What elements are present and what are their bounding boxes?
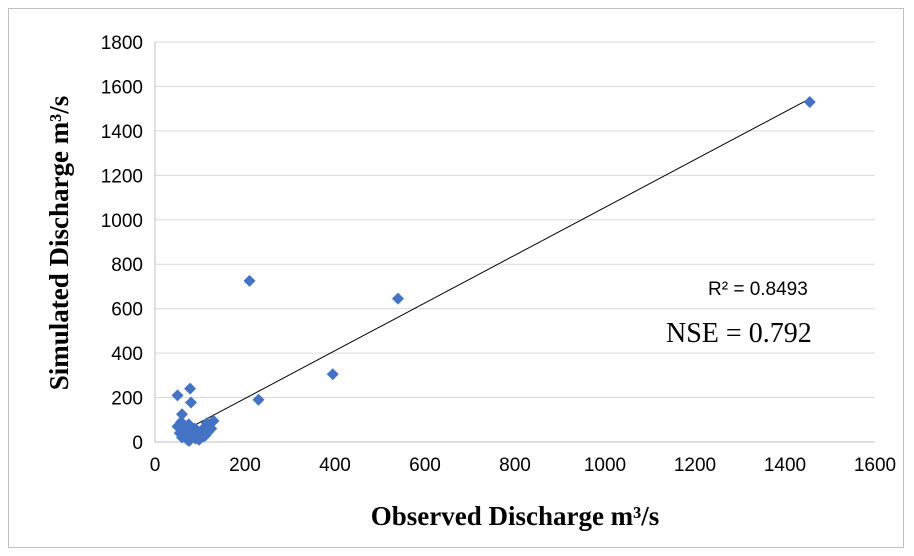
data-point-29 [207, 414, 220, 427]
data-point-7 [392, 292, 404, 305]
data-point-35 [197, 430, 210, 443]
x-tick-label-5: 1000 [584, 455, 626, 476]
nse-annotation: NSE = 0.792 [666, 318, 812, 349]
data-point-3 [252, 393, 265, 406]
x-tick-label-7: 1400 [764, 455, 806, 476]
y-axis-title: Simulated Discharge m³/s [44, 96, 74, 391]
x-tick-label-8: 1600 [854, 455, 896, 476]
y-tick-label-7: 1400 [101, 122, 143, 143]
chart-frame [8, 8, 904, 548]
x-tick-label-4: 800 [499, 455, 531, 476]
x-tick-label-3: 600 [409, 455, 441, 476]
x-tick-label-0: 0 [150, 455, 161, 476]
y-tick-label-0: 0 [132, 433, 143, 454]
data-point-1 [184, 382, 197, 395]
y-tick-label-3: 600 [111, 300, 143, 321]
y-tick-label-8: 1600 [101, 77, 143, 98]
data-point-37 [190, 423, 203, 436]
y-tick-label-5: 1000 [101, 211, 143, 232]
r-squared-annotation: R² = 0.8493 [708, 279, 808, 300]
y-tick-label-6: 1200 [101, 166, 143, 187]
x-tick-label-2: 400 [319, 455, 351, 476]
x-tick-label-1: 200 [229, 455, 261, 476]
axes [154, 42, 875, 443]
data-point-2 [243, 274, 256, 287]
data-point-5 [176, 408, 188, 421]
y-tick-label-1: 200 [111, 389, 143, 410]
y-tick-label-4: 800 [111, 255, 143, 276]
data-point-8 [803, 96, 816, 108]
x-tick-labels: 0 200 400 600 800 1000 1200 1400 1600 [150, 455, 896, 476]
data-point-0 [171, 389, 184, 402]
gridlines [155, 41, 875, 399]
x-tick-label-6: 1200 [674, 455, 716, 476]
data-points [171, 96, 816, 447]
y-tick-label-2: 400 [111, 344, 143, 365]
data-point-6 [326, 368, 339, 381]
x-axis-title: Observed Discharge m³/s [371, 501, 660, 531]
data-point-4 [185, 396, 197, 409]
data-point-36 [175, 416, 188, 428]
y-tick-labels: 0 200 400 600 800 1000 1200 1400 1600 1800 [101, 33, 143, 454]
y-tick-label-9: 1800 [101, 33, 143, 54]
trendline [179, 98, 810, 434]
